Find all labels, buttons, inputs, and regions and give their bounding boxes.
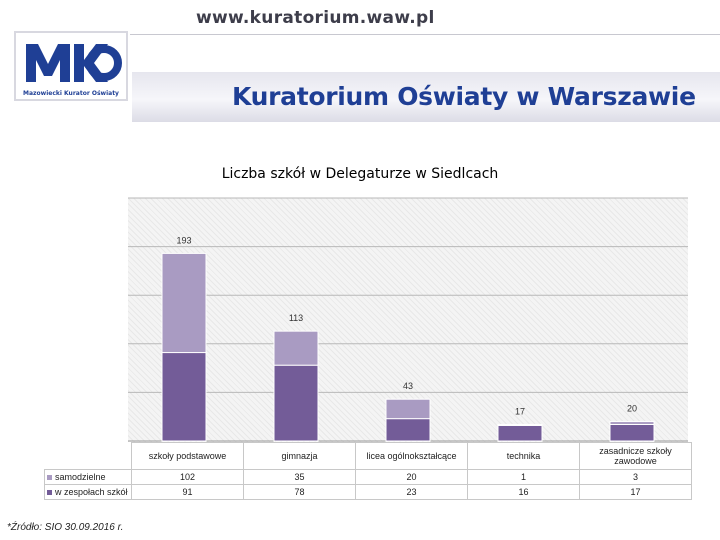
header-divider — [130, 34, 720, 35]
bar-segment — [385, 418, 431, 442]
category-label: licea ogólnokształcące — [355, 442, 468, 470]
table-cell: 91 — [131, 484, 244, 500]
table-header-row: szkoły podstawowe gimnazja licea ogólnok… — [45, 442, 692, 470]
source-note: *Źródło: SIO 30.09.2016 r. — [7, 522, 124, 533]
bar-total-label: 17 — [515, 406, 525, 416]
table-cell: 35 — [243, 469, 356, 485]
table-cell: 3 — [579, 469, 692, 485]
bar-total-label: 113 — [289, 313, 303, 323]
table-cell: 16 — [467, 484, 580, 500]
header-banner: Kuratorium Oświaty w Warszawie — [132, 72, 720, 122]
category-label: gimnazja — [243, 442, 356, 470]
category-label: zasadnicze szkoły zawodowe — [579, 442, 692, 470]
bar-total-label: 43 — [403, 381, 413, 391]
table-cell: 17 — [579, 484, 692, 500]
legend-swatch — [47, 475, 52, 481]
table-cell: 1 — [467, 469, 580, 485]
bar-segment — [161, 352, 207, 442]
data-table: szkoły podstawowe gimnazja licea ogólnok… — [44, 442, 692, 500]
bar-segment — [609, 421, 655, 425]
mko-logo-icon — [26, 44, 122, 82]
bar-segment — [273, 364, 319, 442]
bar-segment — [497, 423, 543, 426]
mko-logo[interactable]: Mazowiecki Kurator Oświaty — [14, 31, 128, 101]
category-label: szkoły podstawowe — [131, 442, 244, 470]
table-cell: 78 — [243, 484, 356, 500]
bar-total-label: 20 — [627, 404, 637, 414]
table-row-samodzielne: samodzielne 102 35 20 1 3 — [44, 469, 692, 485]
table-cell: 102 — [131, 469, 244, 485]
bar-segment — [609, 423, 655, 442]
table-cell: 20 — [355, 469, 468, 485]
legend-entry-samodzielne: samodzielne — [44, 469, 132, 485]
chart-title: Liczba szkół w Delegaturze w Siedlcach — [221, 166, 499, 182]
legend-swatch — [47, 490, 52, 496]
bar-segment — [497, 424, 543, 442]
legend-entry-w-zespolach: w zespołach szkół — [44, 484, 132, 500]
logo-caption: Mazowiecki Kurator Oświaty — [23, 90, 119, 97]
banner-title: Kuratorium Oświaty w Warszawie — [232, 82, 696, 111]
category-label: technika — [467, 442, 580, 470]
table-row-w-zespolach: w zespołach szkół 91 78 23 16 17 — [44, 484, 692, 500]
bar-total-label: 193 — [176, 235, 191, 245]
site-url[interactable]: www.kuratorium.waw.pl — [196, 8, 435, 28]
bar-segment — [273, 330, 319, 366]
bar-segment — [385, 398, 431, 420]
table-cell: 23 — [355, 484, 468, 500]
bar-segment — [161, 252, 207, 354]
